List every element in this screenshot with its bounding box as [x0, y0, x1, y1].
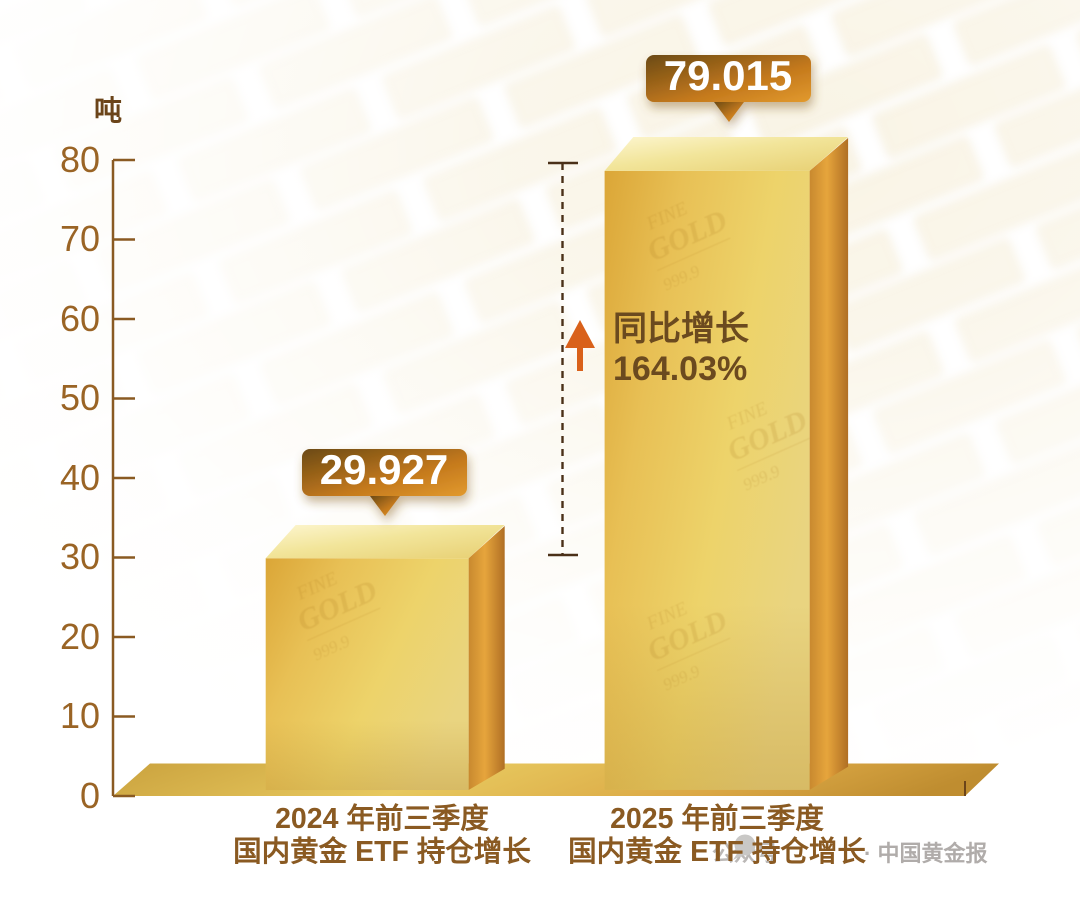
svg-text:60: 60: [60, 298, 100, 339]
svg-text:2024 年前三季度: 2024 年前三季度: [275, 802, 489, 835]
svg-text:30: 30: [60, 536, 100, 577]
svg-text:国内黄金 ETF 持仓增长: 国内黄金 ETF 持仓增长: [233, 835, 531, 868]
svg-text:20: 20: [60, 616, 100, 657]
svg-text:国内黄金 ETF 持仓增长: 国内黄金 ETF 持仓增长: [568, 835, 866, 868]
svg-text:0: 0: [80, 775, 100, 816]
svg-text:29.927: 29.927: [320, 446, 448, 493]
svg-text:吨: 吨: [94, 95, 122, 126]
svg-text:2025 年前三季度: 2025 年前三季度: [610, 802, 824, 835]
svg-text:70: 70: [60, 218, 100, 259]
svg-text:同比增长: 同比增长: [613, 310, 749, 348]
svg-text:80: 80: [60, 139, 100, 180]
svg-text:50: 50: [60, 377, 100, 418]
svg-text:164.03%: 164.03%: [613, 350, 747, 388]
svg-text:· 中国黄金报: · 中国黄金报: [864, 841, 987, 866]
svg-text:40: 40: [60, 457, 100, 498]
svg-text:10: 10: [60, 695, 100, 736]
svg-text:79.015: 79.015: [664, 52, 792, 99]
